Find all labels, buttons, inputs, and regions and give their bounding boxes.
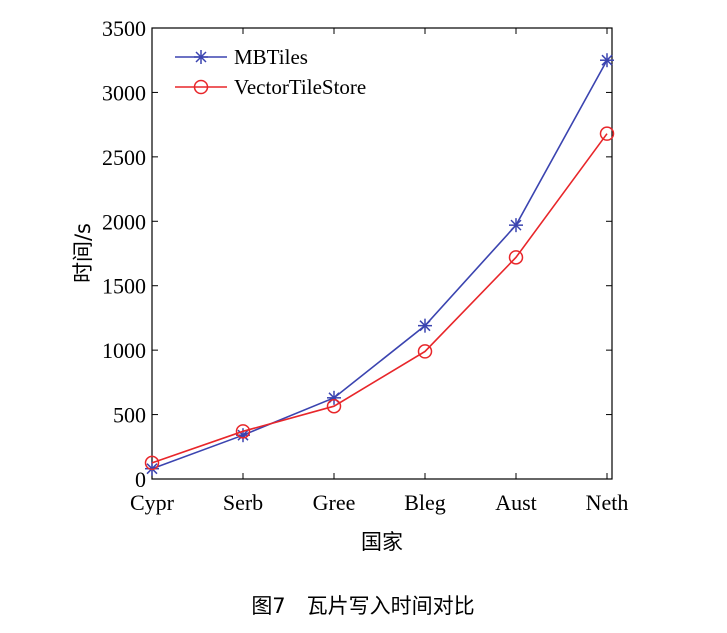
series-line bbox=[151, 59, 608, 470]
data-point bbox=[508, 250, 524, 265]
data-point bbox=[600, 53, 614, 68]
y-tick-label: 0 bbox=[135, 467, 146, 492]
x-tick-label: Neth bbox=[586, 490, 629, 515]
y-tick-label: 500 bbox=[113, 403, 146, 428]
y-tick-label: 3500 bbox=[102, 16, 146, 41]
figure-caption: 图7 瓦片写入时间对比 bbox=[251, 594, 474, 618]
series-line bbox=[151, 133, 608, 464]
legend-item-mbtiles: MBTiles bbox=[175, 45, 308, 69]
legend: MBTiles VectorTileStore bbox=[175, 45, 366, 99]
series-layer bbox=[144, 53, 615, 476]
x-tick-label: Cypr bbox=[130, 490, 175, 515]
legend-asterisk-marker bbox=[194, 50, 208, 64]
x-tick-label: Bleg bbox=[404, 490, 446, 515]
x-axis-label: 国家 bbox=[361, 530, 403, 554]
y-tick-label: 2500 bbox=[102, 145, 146, 170]
legend-item-vectortilestore: VectorTileStore bbox=[175, 75, 366, 99]
x-tick-label: Aust bbox=[495, 490, 537, 515]
legend-label-vectortilestore: VectorTileStore bbox=[234, 75, 366, 99]
y-tick-label: 1500 bbox=[102, 274, 146, 299]
legend-label-mbtiles: MBTiles bbox=[234, 45, 308, 69]
x-tick-label: Gree bbox=[313, 490, 356, 515]
y-tick-label: 1000 bbox=[102, 338, 146, 363]
series-mbtiles bbox=[145, 53, 614, 476]
data-point bbox=[599, 126, 615, 141]
y-tick-label: 3000 bbox=[102, 80, 146, 105]
y-axis-label: 时间/s bbox=[71, 223, 95, 283]
data-point bbox=[326, 398, 342, 414]
data-point bbox=[418, 318, 432, 333]
y-tick-label: 2000 bbox=[102, 209, 146, 234]
legend-circle-marker bbox=[193, 79, 209, 95]
data-point bbox=[417, 344, 433, 359]
x-axis: Cypr Serb Gree Bleg Aust Neth bbox=[130, 28, 628, 515]
plot-frame bbox=[151, 27, 613, 480]
y-axis: 0 500 1000 1500 2000 2500 3000 3500 bbox=[102, 16, 612, 492]
data-point bbox=[235, 424, 251, 439]
data-point bbox=[509, 218, 523, 233]
data-point bbox=[144, 455, 160, 471]
series-vectortilestore bbox=[144, 126, 615, 471]
x-tick-label: Serb bbox=[223, 490, 263, 515]
